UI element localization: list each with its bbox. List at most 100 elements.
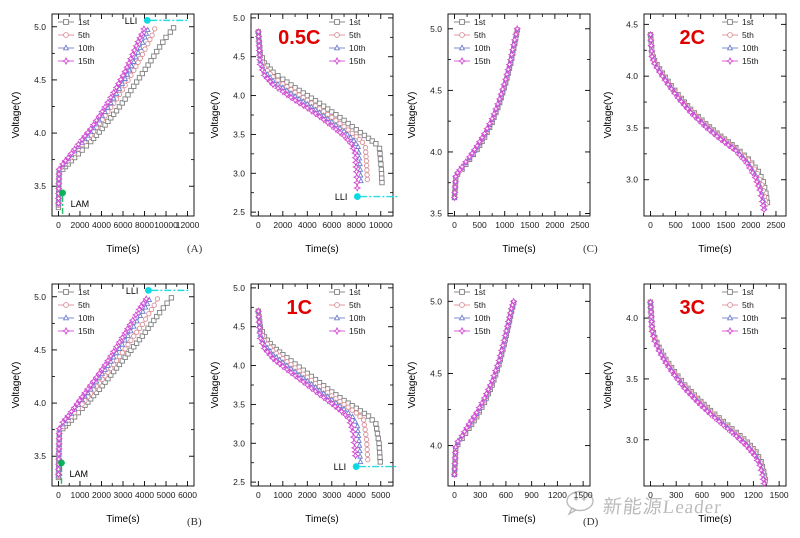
- data-point-square: [122, 96, 128, 102]
- data-point-diamond: [349, 144, 358, 153]
- data-point-square: [83, 143, 90, 149]
- data-point-diamond: [655, 347, 663, 355]
- data-point-square: [105, 375, 111, 382]
- data-point-circle: [359, 139, 366, 145]
- data-point-diamond: [677, 380, 686, 389]
- x-tick-label: 1000: [691, 220, 710, 230]
- data-point-square: [90, 135, 97, 142]
- data-point-circle: [364, 176, 370, 183]
- data-point-triangle: [137, 44, 144, 51]
- data-point-diamond: [657, 351, 666, 359]
- data-point-diamond: [506, 308, 515, 317]
- series-15th: [54, 294, 151, 479]
- data-point-circle: [149, 32, 155, 38]
- data-point-diamond: [719, 421, 728, 430]
- data-point-diamond: [128, 50, 137, 59]
- data-point-square: [164, 300, 170, 306]
- legend: 1st 5th 10th 15th: [454, 17, 491, 66]
- series-15th: [646, 30, 768, 214]
- legend-label: 1st: [78, 287, 90, 297]
- data-point-square: [374, 426, 380, 432]
- x-tick-label: 900: [525, 490, 539, 500]
- data-point-diamond: [509, 40, 518, 49]
- data-point-diamond: [745, 164, 754, 172]
- x-tick-label: 900: [721, 490, 735, 500]
- data-point-diamond: [61, 326, 71, 336]
- data-point-diamond: [130, 46, 139, 55]
- data-point-diamond: [500, 80, 509, 89]
- data-point-square: [376, 440, 382, 446]
- data-point-diamond: [73, 399, 82, 408]
- x-tick-label: 1200: [548, 490, 567, 500]
- data-point-diamond: [757, 191, 766, 200]
- data-point-diamond: [95, 112, 104, 120]
- data-point-diamond: [450, 188, 459, 197]
- data-point-square: [325, 106, 331, 112]
- y-tick-label: 5.0: [34, 22, 46, 32]
- annotation-LLI: LLI: [335, 192, 398, 202]
- data-point-diamond: [132, 41, 141, 50]
- data-point-diamond: [67, 407, 76, 416]
- data-point-diamond: [472, 408, 481, 417]
- data-point-triangle: [62, 44, 70, 51]
- data-point-diamond: [123, 63, 131, 72]
- data-point-diamond: [291, 371, 299, 380]
- data-point-square: [170, 25, 177, 31]
- data-point-diamond: [450, 470, 459, 479]
- x-axis-title: Time(s): [305, 514, 339, 525]
- data-point-diamond: [81, 132, 89, 140]
- data-point-diamond: [55, 165, 64, 174]
- data-point-diamond: [690, 394, 699, 403]
- data-point-diamond: [54, 179, 63, 188]
- data-point-diamond: [258, 66, 267, 74]
- plot-frame: [447, 13, 591, 217]
- data-point-diamond: [710, 413, 719, 422]
- data-point-circle: [131, 333, 137, 339]
- data-point-square: [333, 112, 339, 118]
- data-point-diamond: [735, 150, 744, 159]
- data-point-diamond: [89, 120, 98, 129]
- series-5th: [255, 308, 371, 463]
- data-point-diamond: [64, 411, 73, 420]
- series-15th: [450, 297, 518, 479]
- y-tick-label: 5.0: [34, 292, 46, 302]
- data-point-square: [125, 92, 131, 98]
- data-point-circle: [122, 346, 128, 352]
- data-point-diamond: [483, 124, 492, 133]
- x-tick-label: 6000: [178, 490, 197, 500]
- data-point-square: [160, 39, 166, 45]
- data-point-square: [378, 161, 384, 167]
- x-tick-label: 10000: [154, 220, 178, 230]
- data-point-diamond: [725, 56, 735, 66]
- data-point-diamond: [757, 466, 766, 475]
- data-point-circle: [148, 306, 155, 313]
- data-point-diamond: [142, 294, 151, 303]
- data-point-diamond: [319, 393, 328, 402]
- data-point-diamond: [311, 387, 320, 396]
- data-point-diamond: [508, 301, 517, 309]
- data-point-diamond: [319, 115, 328, 124]
- data-point-diamond: [70, 403, 79, 412]
- data-point-square: [365, 413, 372, 419]
- data-point-triangle: [135, 49, 142, 55]
- data-point-square: [113, 108, 120, 114]
- arrow-head-icon: [59, 189, 66, 197]
- data-point-diamond: [67, 149, 76, 158]
- data-point-circle: [142, 316, 149, 322]
- data-point-circle: [63, 302, 69, 308]
- y-axis-title: Voltage(V): [210, 92, 221, 139]
- data-point-diamond: [506, 55, 515, 64]
- c-rate-label: 3C: [679, 297, 705, 319]
- group-label-d: (D): [583, 516, 599, 528]
- data-point-diamond: [327, 121, 336, 130]
- data-point-circle: [128, 337, 134, 343]
- data-point-diamond: [507, 304, 516, 313]
- panel-b-discharge: 0 1000 2000 3000 4000 5000 2.5 3.0 3.5 4.0 4.5 5.0 T…: [207, 272, 403, 538]
- data-point-diamond: [495, 95, 504, 103]
- data-point-diamond: [491, 366, 500, 375]
- legend-label: 15th: [349, 326, 366, 336]
- y-tick-label: 3.5: [34, 181, 46, 191]
- data-point-square: [376, 445, 383, 451]
- data-point-square: [93, 132, 100, 138]
- data-point-diamond: [735, 435, 744, 444]
